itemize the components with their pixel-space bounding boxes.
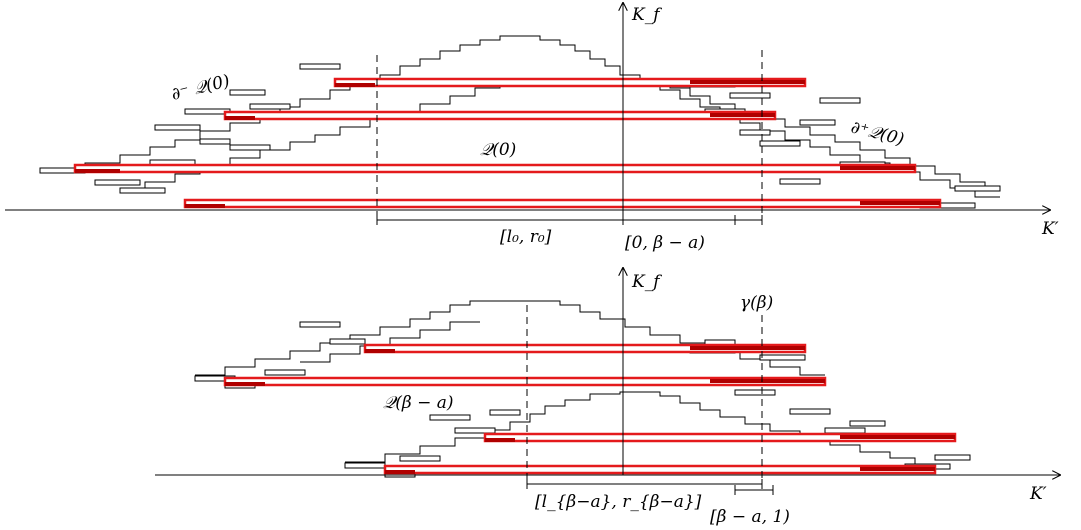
bottom-staircase-upper-lower [300,321,480,363]
top-staircase-lower-right [640,79,1000,191]
q-beta-a-label: 𝒬(β − a) [383,393,454,413]
top-staircase-lower-left [120,79,530,191]
top-boxes-right [689,81,1001,209]
top-bracket-0-beta [623,215,736,225]
top-red-line-2 [223,110,777,121]
interval-lbeta-label: [l_{β−a}, r_{β−a}] [535,492,702,512]
top-panel: K_f K′ ∂⁻ 𝒬(0) ∂⁺𝒬(0) 𝒬(0) [l₀, r₀] [0, … [5,3,1059,253]
top-red-line-3 [73,163,917,174]
top-staircase-left [40,35,1000,198]
top-red-line-4 [183,198,942,209]
boundary-minus-label: ∂⁻ 𝒬(0) [169,71,232,105]
bottom-bracket-l-r [526,479,763,489]
bottom-staircase-upper [195,300,825,376]
top-red-lines [73,77,942,209]
bottom-panel: K_f K′ γ(β) 𝒬(β − a) [l_{β−a}, r_{β−a}] … [155,268,1060,527]
top-axis-y-label: K_f [631,5,662,25]
gamma-beta-label: γ(β) [740,293,773,313]
bottom-red-lines [223,343,957,475]
top-axis-x-label: K′ [1041,219,1059,239]
bottom-axis-x-label: K′ [1029,484,1047,504]
bottom-bracket-beta-1 [734,485,774,495]
bottom-red-line-4 [383,464,937,475]
q-zero-label: 𝒬(0) [480,140,516,160]
bottom-axis-y-label: K_f [631,272,662,292]
interval-beta-1-label: [β − a, 1) [710,507,790,527]
boundary-plus-label: ∂⁺𝒬(0) [849,117,906,149]
interval-0-beta-label: [0, β − a) [625,233,705,253]
interval-l0-r0-label: [l₀, r₀] [500,227,552,247]
